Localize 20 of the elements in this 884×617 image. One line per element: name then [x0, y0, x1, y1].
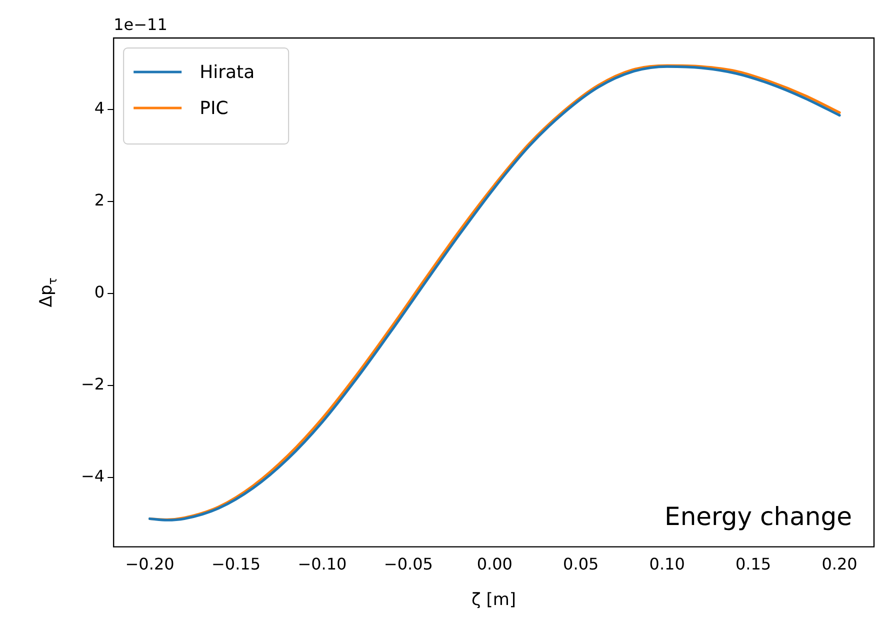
- x-tick-label: 0.10: [649, 554, 685, 574]
- x-tick-label: −0.05: [384, 554, 433, 574]
- x-tick-label: 0.00: [476, 554, 512, 574]
- x-tick-label: 0.15: [735, 554, 772, 574]
- x-tick-label: −0.10: [298, 554, 347, 574]
- y-axis-title: Δpτ: [36, 278, 60, 308]
- x-tick-label: −0.15: [211, 554, 261, 574]
- x-tick-label: −0.20: [125, 554, 174, 574]
- legend-label: Hirata: [200, 62, 255, 83]
- y-tick-label: −2: [80, 374, 105, 394]
- y-tick-label: 0: [94, 282, 105, 302]
- y-tick-label: 2: [94, 190, 105, 210]
- x-axis-title: ζ [m]: [472, 590, 516, 610]
- text: 1e−11: [114, 15, 168, 34]
- y-tick-label: 4: [94, 98, 105, 118]
- y-tick-label: −4: [80, 466, 105, 486]
- x-tick-label: 0.05: [563, 554, 599, 574]
- legend-label: PIC: [200, 98, 228, 119]
- x-tick-label: 0.20: [822, 554, 858, 574]
- annotation: Energy change: [664, 502, 852, 531]
